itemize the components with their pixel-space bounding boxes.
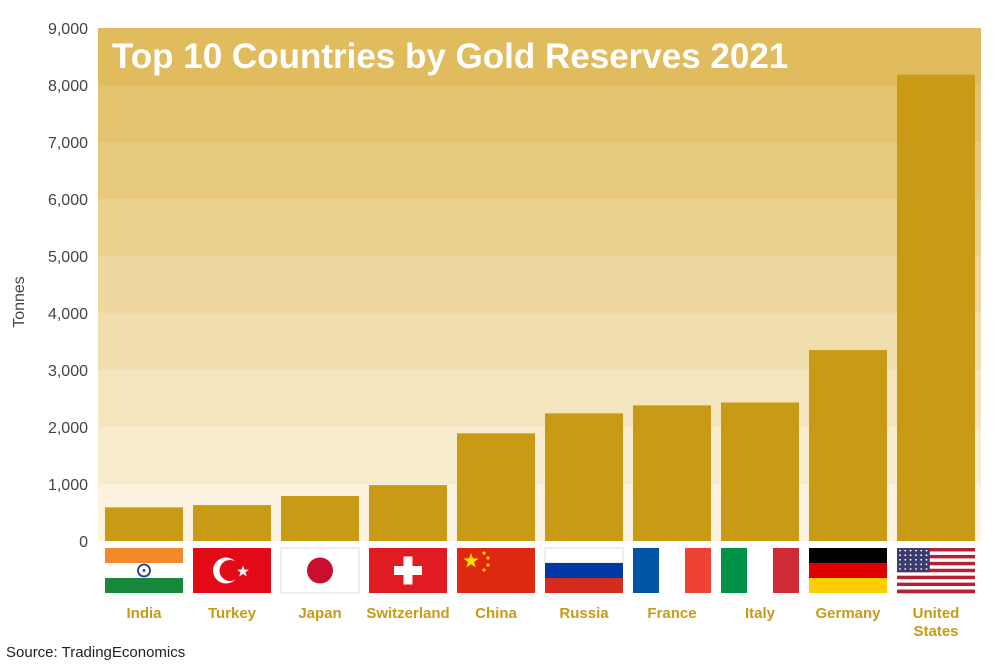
- background-band: [98, 256, 981, 313]
- flags: [105, 547, 975, 594]
- category-label: India: [126, 605, 162, 622]
- bar: [897, 74, 975, 542]
- y-tick-label: 8,000: [48, 78, 88, 95]
- category-label: Switzerland: [366, 605, 449, 622]
- y-tick-label: 7,000: [48, 135, 88, 152]
- background-band: [98, 199, 981, 256]
- category-label: Germany: [815, 605, 881, 622]
- category-label: United: [913, 605, 960, 622]
- bar: [105, 507, 183, 541]
- france-flag-icon: [633, 548, 711, 593]
- y-tick-label: 4,000: [48, 306, 88, 323]
- turkey-flag-icon: [193, 548, 271, 593]
- y-axis-ticks: 0 1,000 2,000 3,000 4,000 5,000 6,000 7,000 8,00…: [48, 21, 88, 551]
- y-axis-label: Tonnes: [11, 276, 28, 328]
- china-flag-icon: [457, 548, 535, 593]
- category-label: Italy: [745, 605, 776, 622]
- bar: [369, 485, 447, 541]
- category-label: Russia: [559, 605, 609, 622]
- japan-flag-icon: [280, 547, 360, 594]
- bar: [721, 402, 799, 541]
- bar: [633, 405, 711, 541]
- category-label: China: [475, 605, 517, 622]
- bar: [281, 495, 359, 541]
- italy-flag-icon: [721, 548, 799, 593]
- category-label: States: [913, 623, 958, 640]
- y-tick-label: 6,000: [48, 192, 88, 209]
- source-note: Source: TradingEconomics: [6, 644, 186, 661]
- switzerland-flag-icon: [369, 548, 447, 593]
- india-flag-icon: [105, 548, 183, 593]
- background-band: [98, 142, 981, 199]
- category-label: France: [647, 605, 696, 622]
- chart-title: Top 10 Countries by Gold Reserves 2021: [112, 37, 788, 76]
- y-tick-label: 5,000: [48, 249, 88, 266]
- category-label: Japan: [298, 605, 341, 622]
- bar: [193, 505, 271, 541]
- bar: [457, 433, 535, 541]
- background-band: [98, 28, 981, 85]
- bars: [105, 74, 975, 542]
- y-tick-label: 2,000: [48, 420, 88, 437]
- background-band: [98, 85, 981, 142]
- y-tick-label: 9,000: [48, 21, 88, 38]
- y-tick-label: 0: [79, 534, 88, 551]
- germany-flag-icon: [809, 548, 887, 593]
- russia-flag-icon: [544, 547, 624, 593]
- category-labels: India Turkey Japan Switzerland China Russia Fr…: [126, 605, 959, 640]
- y-tick-label: 1,000: [48, 477, 88, 494]
- bar: [545, 413, 623, 541]
- bar: [809, 350, 887, 541]
- y-tick-label: 3,000: [48, 363, 88, 380]
- usa-flag-icon: [897, 548, 975, 594]
- category-label: Turkey: [208, 605, 257, 622]
